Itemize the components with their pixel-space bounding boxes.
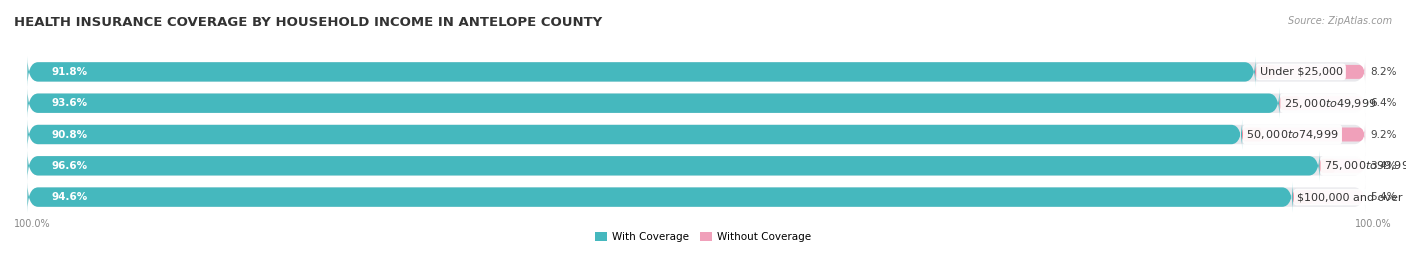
Text: 96.6%: 96.6% bbox=[52, 161, 87, 171]
FancyBboxPatch shape bbox=[1256, 65, 1275, 79]
Text: 100.0%: 100.0% bbox=[14, 219, 51, 229]
FancyBboxPatch shape bbox=[28, 150, 1320, 181]
Text: 9.2%: 9.2% bbox=[1371, 129, 1398, 140]
FancyBboxPatch shape bbox=[1294, 190, 1313, 204]
FancyBboxPatch shape bbox=[1294, 189, 1365, 205]
FancyBboxPatch shape bbox=[1241, 128, 1263, 141]
Text: Under $25,000: Under $25,000 bbox=[1260, 67, 1343, 77]
FancyBboxPatch shape bbox=[28, 182, 1294, 213]
FancyBboxPatch shape bbox=[28, 88, 1365, 119]
Text: 94.6%: 94.6% bbox=[52, 192, 87, 202]
FancyBboxPatch shape bbox=[1256, 64, 1365, 80]
Text: $75,000 to $99,999: $75,000 to $99,999 bbox=[1323, 159, 1406, 172]
Text: 91.8%: 91.8% bbox=[52, 67, 87, 77]
Text: 8.2%: 8.2% bbox=[1371, 67, 1398, 77]
FancyBboxPatch shape bbox=[28, 150, 1365, 181]
Text: HEALTH INSURANCE COVERAGE BY HOUSEHOLD INCOME IN ANTELOPE COUNTY: HEALTH INSURANCE COVERAGE BY HOUSEHOLD I… bbox=[14, 16, 602, 29]
FancyBboxPatch shape bbox=[1320, 158, 1365, 174]
Legend: With Coverage, Without Coverage: With Coverage, Without Coverage bbox=[591, 228, 815, 246]
Text: 90.8%: 90.8% bbox=[52, 129, 87, 140]
FancyBboxPatch shape bbox=[28, 119, 1365, 150]
Text: 3.4%: 3.4% bbox=[1371, 161, 1398, 171]
FancyBboxPatch shape bbox=[28, 119, 1241, 150]
FancyBboxPatch shape bbox=[28, 88, 1279, 119]
Text: 5.4%: 5.4% bbox=[1371, 192, 1398, 202]
FancyBboxPatch shape bbox=[1320, 159, 1336, 173]
Text: 100.0%: 100.0% bbox=[1355, 219, 1392, 229]
FancyBboxPatch shape bbox=[28, 56, 1256, 87]
Text: $50,000 to $74,999: $50,000 to $74,999 bbox=[1246, 128, 1339, 141]
Text: 6.4%: 6.4% bbox=[1371, 98, 1398, 108]
FancyBboxPatch shape bbox=[28, 182, 1365, 213]
Text: Source: ZipAtlas.com: Source: ZipAtlas.com bbox=[1288, 16, 1392, 26]
Text: $25,000 to $49,999: $25,000 to $49,999 bbox=[1284, 97, 1376, 110]
FancyBboxPatch shape bbox=[1241, 126, 1365, 143]
FancyBboxPatch shape bbox=[28, 56, 1365, 87]
FancyBboxPatch shape bbox=[1279, 96, 1299, 110]
Text: $100,000 and over: $100,000 and over bbox=[1296, 192, 1402, 202]
Text: 93.6%: 93.6% bbox=[52, 98, 87, 108]
FancyBboxPatch shape bbox=[1279, 95, 1365, 111]
